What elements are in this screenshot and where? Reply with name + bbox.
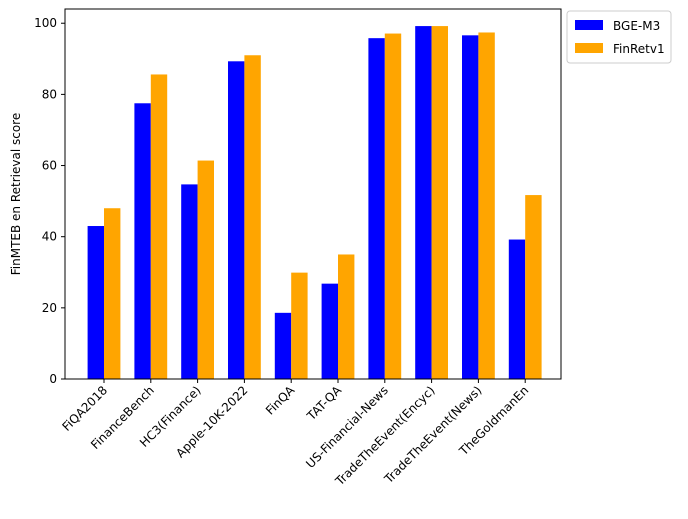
bar-finretv1-6 <box>384 33 402 380</box>
bar-bge-m3-9 <box>508 239 526 379</box>
bar-bge-m3-4 <box>274 312 292 379</box>
x-tick-label: TAT-QA <box>304 383 345 424</box>
y-axis: 0 20 40 60 80 100 <box>34 16 65 386</box>
x-tick-label: FiQA2018 <box>60 383 111 434</box>
bar-finretv1-8 <box>478 32 495 379</box>
legend-swatch-bge-m3 <box>575 20 603 30</box>
legend-label-finretv1: FinRetv1 <box>613 42 665 56</box>
bar-finretv1-7 <box>431 26 448 380</box>
bar-finretv1-3 <box>244 55 261 379</box>
legend: BGE-M3 FinRetv1 <box>566 10 672 64</box>
y-tick-label: 20 <box>42 301 57 315</box>
legend-label-bge-m3: BGE-M3 <box>613 19 660 33</box>
y-tick-label: 100 <box>34 16 57 30</box>
x-tick-label: US-Financial-News <box>303 383 391 471</box>
y-tick-label: 40 <box>42 230 57 244</box>
bar-finretv1-0 <box>104 208 121 379</box>
y-tick-label: 60 <box>42 159 57 173</box>
x-tick-label: FinQA <box>263 383 298 418</box>
bar-bge-m3-6 <box>368 38 385 380</box>
bar-finretv1-1 <box>150 74 168 380</box>
bar-finretv1-2 <box>197 160 214 379</box>
bar-bge-m3-3 <box>228 61 245 380</box>
x-axis: FiQA2018FinanceBenchHC3(Finance)Apple-10… <box>60 379 531 489</box>
bar-finretv1-9 <box>525 195 542 379</box>
bar-bge-m3-7 <box>415 26 432 380</box>
bars-group <box>87 26 542 380</box>
bar-bge-m3-2 <box>181 184 198 379</box>
y-tick-label: 0 <box>49 372 57 386</box>
plot-frame <box>64 8 562 380</box>
bar-bge-m3-5 <box>321 283 338 379</box>
bar-finretv1-4 <box>291 272 308 380</box>
bar-bge-m3-1 <box>134 103 151 379</box>
y-tick-label: 80 <box>42 87 57 101</box>
bar-bge-m3-0 <box>87 226 104 379</box>
y-axis-label: FinMTEB en Retrieval score <box>9 113 23 275</box>
bar-bge-m3-8 <box>462 35 479 379</box>
legend-swatch-finretv1 <box>575 43 603 53</box>
bar-finretv1-5 <box>338 254 355 379</box>
